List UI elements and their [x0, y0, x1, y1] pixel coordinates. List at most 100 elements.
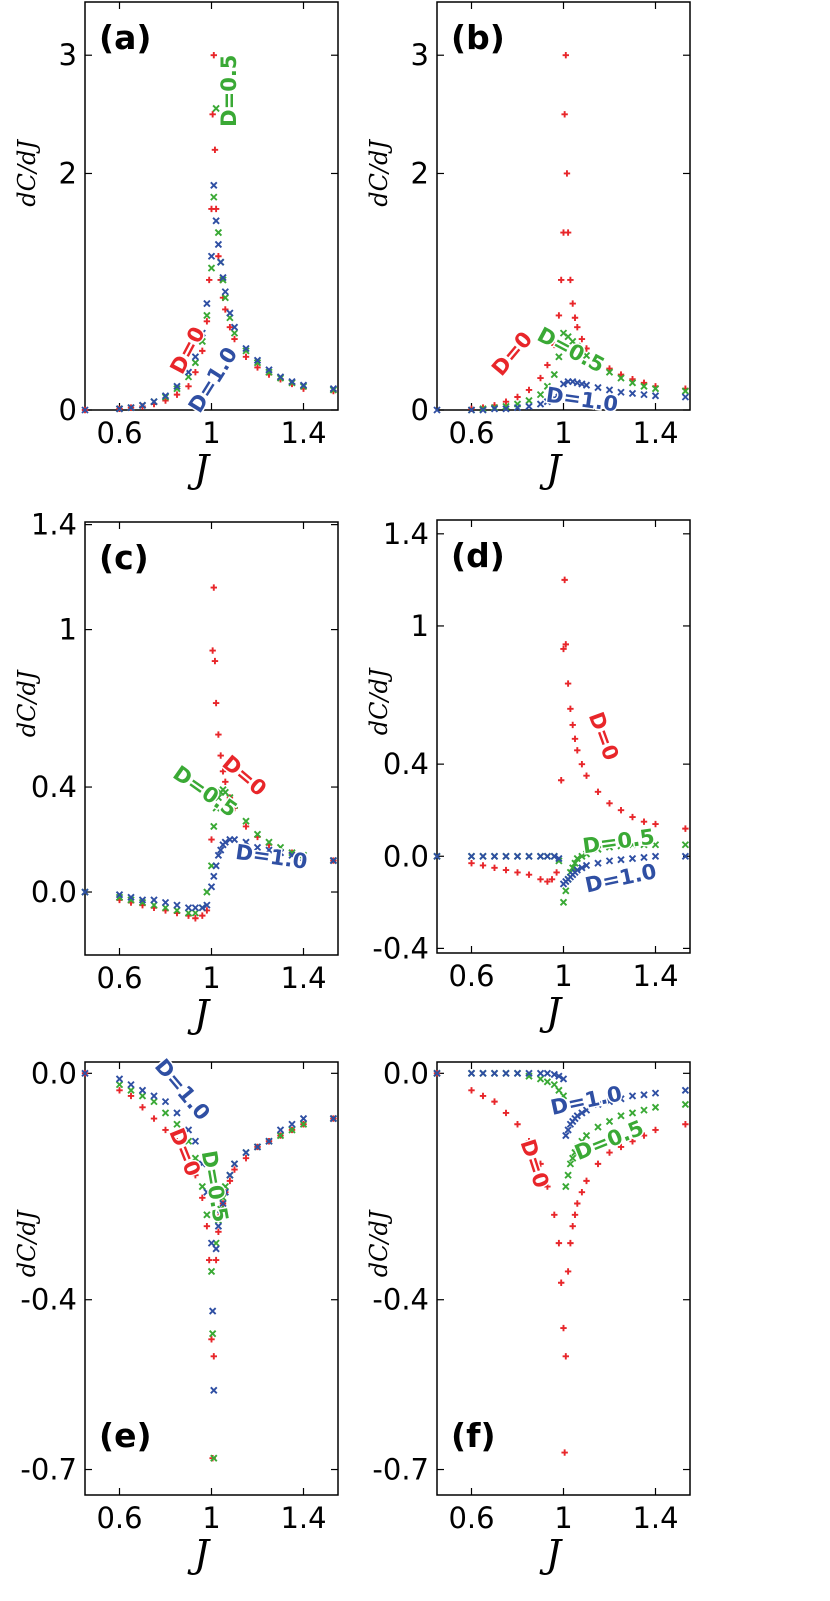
panel-a-label: (a) — [99, 18, 151, 57]
data-point — [536, 400, 545, 408]
data-point — [212, 804, 220, 812]
data-point — [578, 335, 586, 343]
data-point — [203, 1188, 211, 1196]
data-point — [212, 217, 220, 225]
data-point — [212, 1245, 220, 1253]
data-point — [555, 388, 563, 396]
data-point — [203, 318, 211, 325]
panel-e-series-d-0 — [81, 1070, 337, 1462]
data-point — [558, 276, 565, 284]
data-point — [652, 1126, 659, 1134]
data-point — [594, 1160, 602, 1168]
data-point — [115, 405, 124, 413]
data-point — [81, 888, 89, 896]
panel-e-curve-label-d-1-0: D=1.0 — [150, 1054, 215, 1125]
data-point — [548, 876, 556, 883]
panel-f-series-d-1-0 — [433, 1069, 690, 1140]
data-point — [221, 838, 229, 846]
panel-a-x-axis-label: J — [187, 447, 211, 491]
data-point — [185, 1155, 192, 1162]
data-point — [212, 1256, 220, 1264]
data-point — [191, 1154, 200, 1162]
data-point — [173, 391, 181, 398]
data-point — [513, 852, 522, 860]
data-point — [567, 276, 574, 284]
data-point — [594, 1100, 602, 1109]
panel-a-y-tick-label: 0 — [59, 393, 77, 427]
data-point — [219, 1194, 227, 1202]
data-point — [564, 1171, 572, 1179]
data-point — [215, 253, 222, 260]
data-point — [207, 252, 216, 260]
data-point — [544, 1183, 551, 1190]
data-point — [594, 383, 602, 392]
panel-b-series-d-1-0 — [433, 377, 690, 414]
data-point — [502, 405, 510, 413]
panel-e-y-tick-label: -0.4 — [20, 1283, 77, 1317]
data-point — [161, 1097, 170, 1106]
data-point — [682, 825, 689, 832]
data-point — [536, 390, 545, 399]
panel-d-label: (d) — [451, 536, 505, 575]
data-point — [525, 852, 533, 860]
data-point — [329, 856, 338, 865]
panel-f-label: (f) — [451, 1416, 496, 1455]
data-point — [513, 1069, 522, 1077]
data-point — [173, 1138, 181, 1145]
data-point — [467, 852, 476, 860]
data-point — [209, 111, 216, 118]
data-point — [208, 1330, 217, 1338]
data-point — [559, 898, 568, 907]
data-point — [640, 841, 648, 849]
data-point — [479, 862, 487, 869]
panel-a-y-tick-label: 2 — [59, 156, 77, 190]
data-point — [203, 311, 211, 320]
data-point — [203, 299, 211, 308]
data-point — [115, 1080, 124, 1089]
data-point — [299, 381, 308, 389]
panel-b-x-tick-label: 1 — [554, 416, 572, 450]
data-point — [210, 1454, 218, 1462]
data-point — [574, 1200, 581, 1207]
data-point — [222, 306, 229, 313]
data-point — [525, 871, 533, 878]
data-point — [127, 896, 135, 904]
data-point — [558, 777, 565, 784]
data-point — [299, 1120, 308, 1128]
data-point — [207, 1267, 216, 1276]
panel-d: 0.6 1 1.4 -0.4 0.0 0.4 1 1.4 JdC/dJ (d) D=0 D=0.5D=… — [365, 517, 691, 1034]
panel-c-y-tick-label: 1.4 — [31, 508, 77, 542]
data-point — [536, 852, 545, 860]
data-point — [640, 379, 648, 386]
data-point — [299, 851, 308, 859]
data-point — [594, 788, 602, 795]
data-point — [203, 901, 211, 909]
panel-d-series-d-1-0 — [433, 852, 690, 888]
data-point — [288, 848, 296, 857]
data-point — [207, 1239, 216, 1247]
panel-a-series-d-0 — [81, 52, 337, 414]
data-point — [491, 1098, 498, 1105]
data-point — [173, 385, 181, 393]
data-point — [81, 406, 89, 414]
data-point — [502, 866, 510, 874]
data-point — [563, 170, 571, 177]
data-point — [198, 904, 206, 912]
data-point — [606, 365, 613, 372]
data-point — [222, 778, 229, 785]
data-point — [573, 1112, 581, 1120]
panel-d-y-axis-label: dC/dJ — [365, 667, 393, 735]
data-point — [562, 887, 570, 895]
data-point — [605, 1117, 614, 1126]
data-point — [253, 830, 262, 838]
data-point — [184, 904, 193, 912]
data-point — [640, 818, 648, 825]
data-point — [184, 368, 193, 376]
data-point — [606, 800, 613, 807]
data-point — [629, 376, 636, 383]
data-point — [184, 1137, 193, 1145]
data-point — [207, 883, 216, 891]
data-point — [582, 850, 591, 858]
data-point — [628, 854, 637, 863]
